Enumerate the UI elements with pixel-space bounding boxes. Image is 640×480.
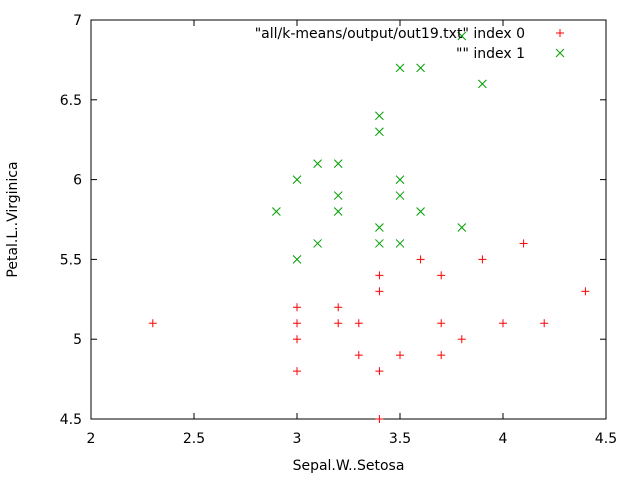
data-point-series-1 xyxy=(416,207,425,216)
data-point-series-1 xyxy=(478,79,487,89)
y-tick-label: 5.5 xyxy=(60,252,82,268)
data-point-series-1 xyxy=(292,175,302,184)
data-point-series-0 xyxy=(478,255,487,264)
y-axis-title: Petal.L..Virginica xyxy=(5,161,21,277)
data-point-series-0 xyxy=(334,319,343,328)
data-point-series-1 xyxy=(395,63,405,73)
x-axis-title: Sepal.W..Setosa xyxy=(293,458,405,474)
data-point-series-0 xyxy=(519,239,528,248)
y-tick-label: 4.5 xyxy=(60,412,82,428)
data-point-series-1 xyxy=(333,159,343,168)
data-point-series-1 xyxy=(375,223,384,232)
y-tick-label: 5 xyxy=(73,332,82,348)
data-point-series-0 xyxy=(437,351,446,360)
data-point-series-0 xyxy=(375,367,384,376)
axis-ticks xyxy=(90,19,607,420)
data-point-series-0 xyxy=(581,287,590,296)
data-point-series-1 xyxy=(395,239,405,248)
data-point-series-0 xyxy=(293,319,301,328)
data-point-series-0 xyxy=(293,303,301,312)
legend-marker-series-1 xyxy=(555,48,565,58)
legend-marker-series-0 xyxy=(556,29,564,37)
data-point-series-0 xyxy=(416,255,425,264)
data-point-series-0 xyxy=(375,271,384,280)
data-point-series-0 xyxy=(499,319,507,328)
data-point-series-0 xyxy=(354,319,363,328)
data-point-series-0 xyxy=(148,319,157,328)
data-point-series-0 xyxy=(354,351,363,360)
data-points xyxy=(148,31,590,423)
y-tick-label: 6 xyxy=(73,173,82,189)
data-point-series-1 xyxy=(395,175,405,184)
legend-label-series-1: "" index 1 xyxy=(456,46,525,62)
data-point-series-0 xyxy=(334,303,343,312)
data-point-series-1 xyxy=(375,239,384,248)
y-tick-label: 7 xyxy=(73,13,82,29)
data-point-series-1 xyxy=(292,255,302,264)
plot-frame xyxy=(90,19,607,420)
x-tick-label: 4 xyxy=(499,431,508,447)
data-point-series-0 xyxy=(396,351,404,360)
data-point-series-0 xyxy=(293,367,301,376)
data-point-series-1 xyxy=(272,207,281,216)
data-point-series-1 xyxy=(375,111,384,121)
data-point-series-0 xyxy=(540,319,549,328)
y-tick-label: 6.5 xyxy=(60,93,82,109)
data-point-series-0 xyxy=(375,287,384,296)
axis-tick-labels: 2 2.5 3 3.5 4 4.5 4.5 5 5.5 6 6.5 7 xyxy=(60,13,617,447)
data-point-series-0 xyxy=(437,271,446,280)
data-point-series-1 xyxy=(375,127,384,137)
x-tick-label: 4.5 xyxy=(595,431,617,447)
data-point-series-1 xyxy=(333,207,343,216)
data-point-series-1 xyxy=(333,191,343,200)
x-tick-label: 3.5 xyxy=(389,431,411,447)
data-point-series-0 xyxy=(375,415,384,423)
data-point-series-0 xyxy=(293,335,301,344)
legend-label-series-0: "all/k-means/output/out19.txt" index 0 xyxy=(255,26,525,42)
x-tick-label: 2 xyxy=(87,431,96,447)
data-point-series-1 xyxy=(416,63,425,73)
data-point-series-1 xyxy=(395,191,405,200)
data-point-series-1 xyxy=(313,239,322,248)
data-point-series-0 xyxy=(457,335,466,344)
legend: "all/k-means/output/out19.txt" index 0 "… xyxy=(255,26,565,62)
x-tick-label: 2.5 xyxy=(183,431,205,447)
x-tick-label: 3 xyxy=(293,431,302,447)
data-point-series-1 xyxy=(457,223,467,232)
data-point-series-0 xyxy=(437,319,446,328)
data-point-series-1 xyxy=(313,159,322,168)
data-point-series-1 xyxy=(457,31,467,41)
